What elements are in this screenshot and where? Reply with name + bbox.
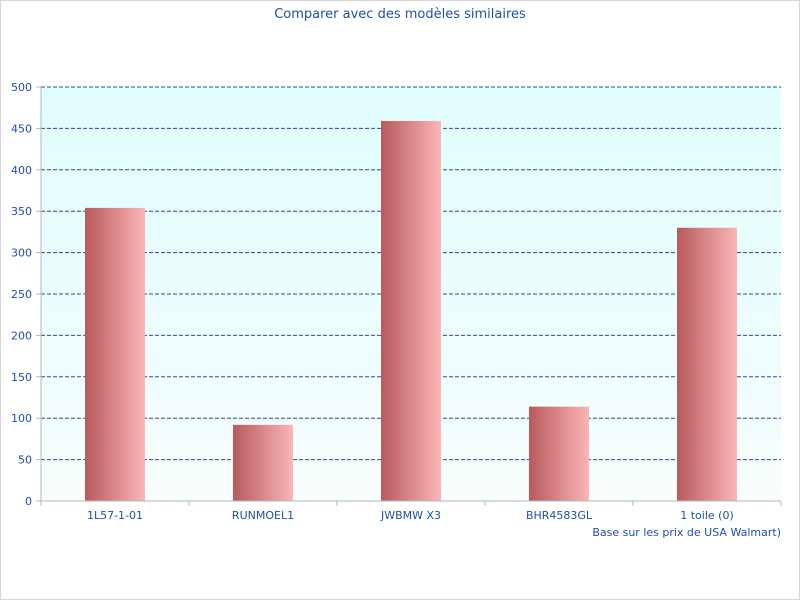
y-tick-label: 450: [11, 122, 32, 135]
y-tick-label: 50: [18, 454, 32, 467]
x-tick-label: 1 toile (0): [680, 509, 734, 522]
x-axis-labels: 1L57-1-01 RUNMOEL1 JWBMW X3 BHR4583GL 1 toil…: [87, 509, 734, 522]
y-tick-label: 350: [11, 205, 32, 218]
bars: [85, 120, 737, 501]
source-note: Base sur les prix de USA Walmart): [592, 526, 781, 539]
y-tick-label: 250: [11, 288, 32, 301]
y-axis-labels: 0 50 100 150 200 250 300 350 400 450 500: [11, 81, 32, 508]
axes: [36, 86, 782, 506]
y-tick-label: 400: [11, 164, 32, 177]
bar: [677, 227, 737, 501]
bar: [233, 424, 293, 501]
y-tick-label: 300: [11, 247, 32, 260]
y-tick-label: 200: [11, 329, 32, 342]
y-tick-label: 100: [11, 412, 32, 425]
bar: [381, 120, 441, 501]
y-tick-label: 500: [11, 81, 32, 94]
x-tick-label: RUNMOEL1: [232, 509, 294, 522]
x-tick-label: 1L57-1-01: [87, 509, 143, 522]
y-tick-label: 0: [25, 495, 32, 508]
bar: [529, 406, 589, 501]
y-tick-label: 150: [11, 371, 32, 384]
x-tick-label: JWBMW X3: [380, 509, 441, 522]
chart-title: Comparer avec des modèles similaires: [274, 7, 526, 22]
bar: [85, 207, 145, 501]
x-tick-label: BHR4583GL: [526, 509, 593, 522]
